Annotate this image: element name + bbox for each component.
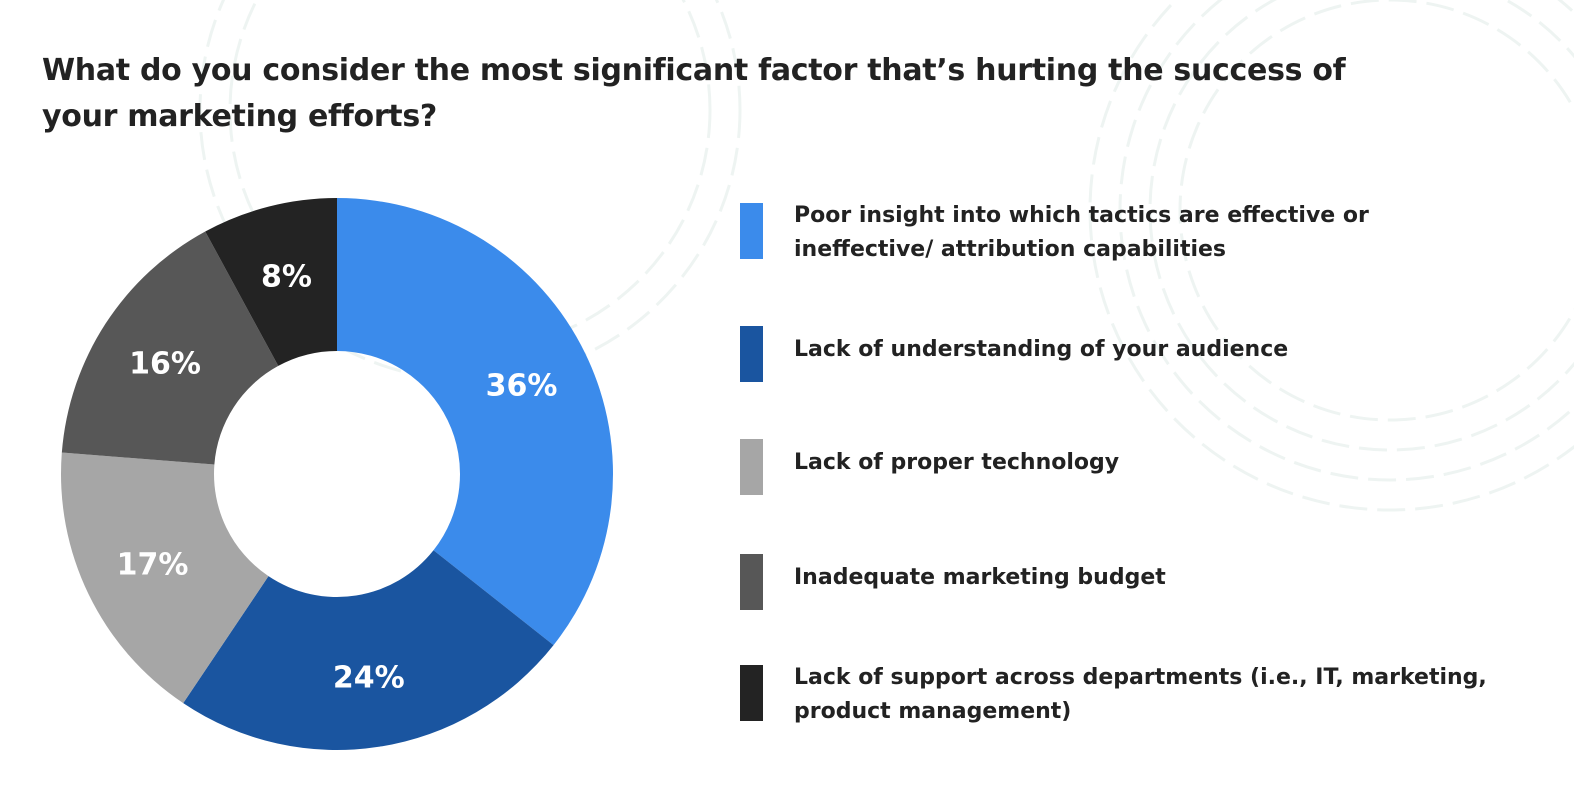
donut-chart: 36% 24% 17% 16% 8% [60,198,613,750]
donut-slice-technology [60,452,269,704]
donut-slice-department-support [205,198,337,366]
slice-value-label-department-support: 8% [261,259,312,294]
legend-swatch-technology [740,439,763,495]
slice-value-label-budget: 16% [129,346,201,381]
donut-slice-audience-understanding [183,550,554,750]
legend-swatch-department-support [740,665,763,721]
chart-title: What do you consider the most significan… [42,53,1346,134]
decor-ring [1178,0,1574,422]
legend-label-audience-understanding: Lack of understanding of your audience [794,337,1289,362]
legend-item-poor-insight: Poor insight into which tactics are effe… [740,196,1520,262]
legend-swatch-budget [740,554,763,610]
donut-slice-budget [61,231,279,465]
legend-item-department-support: Lack of support across departments (i.e.… [740,658,1520,724]
legend-swatch-poor-insight [740,203,763,259]
slice-value-label-audience-understanding: 24% [333,661,405,696]
legend-label-technology: Lack of proper technology [794,450,1120,475]
legend-item-budget: Inadequate marketing budget [740,547,1520,610]
legend-label-budget: Inadequate marketing budget [794,565,1166,590]
decor-ring [1118,0,1574,482]
legend-label-department-support: Lack of support across departments (i.e.… [794,665,1487,724]
decor-ring [1088,0,1574,512]
legend-swatch-audience-understanding [740,326,763,382]
donut-slice-poor-insight [337,198,613,646]
slice-value-label-poor-insight: 36% [486,369,558,404]
decor-ring [228,0,712,352]
legend-item-audience-understanding: Lack of understanding of your audience [740,319,1520,382]
slice-value-label-technology: 17% [117,547,189,582]
legend-item-technology: Lack of proper technology [740,432,1520,495]
legend-label-poor-insight: Poor insight into which tactics are effe… [794,203,1369,262]
